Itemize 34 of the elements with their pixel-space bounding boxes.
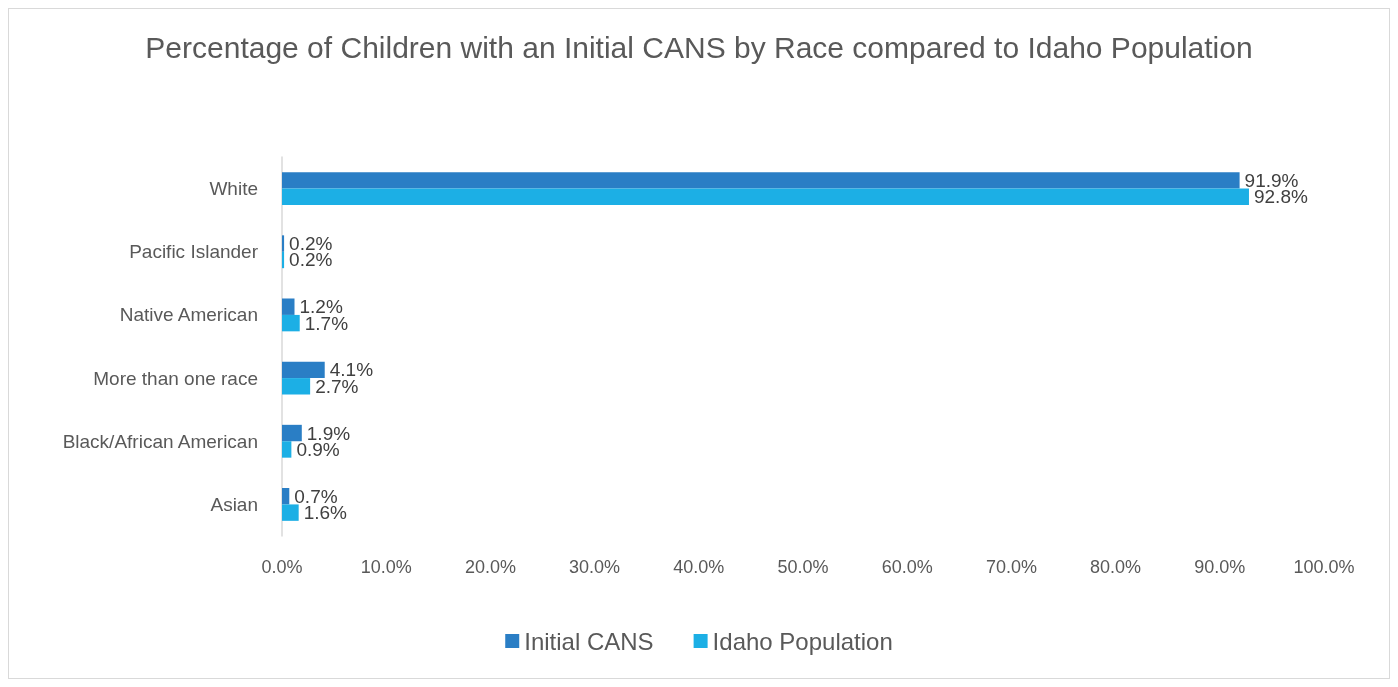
y-tick-label: Asian — [210, 493, 258, 515]
x-tick-label: 10.0% — [360, 557, 412, 577]
x-tick-label: 20.0% — [464, 557, 516, 577]
chart-title: Percentage of Children with an Initial CANS by Race compared to Idaho Population — [145, 30, 1253, 64]
x-tick-label: 60.0% — [881, 557, 933, 577]
bar — [282, 441, 292, 458]
y-tick-label: Native American — [119, 304, 258, 326]
x-tick-label: 80.0% — [1090, 557, 1142, 577]
bar — [282, 487, 290, 505]
x-tick-label: 40.0% — [673, 557, 725, 577]
bar — [282, 314, 300, 332]
y-tick-label: White — [209, 178, 258, 200]
x-tick-label: 90.0% — [1194, 557, 1246, 577]
bar — [282, 298, 295, 315]
bar — [282, 504, 299, 521]
y-tick-label: More than one race — [93, 367, 258, 389]
data-label: 0.2% — [289, 249, 333, 271]
y-tick-label: Pacific Islander — [129, 241, 259, 263]
legend-label: Idaho Population — [712, 627, 893, 655]
data-label: 1.9% — [306, 422, 351, 444]
x-tick-label: 50.0% — [777, 557, 829, 577]
x-tick-label: 100.0% — [1293, 557, 1355, 577]
y-tick-label: Black/African American — [62, 430, 258, 452]
bar — [282, 188, 1249, 206]
x-tick-label: 70.0% — [985, 557, 1037, 577]
bar — [282, 424, 302, 442]
bar — [282, 235, 285, 252]
bar — [282, 172, 1240, 189]
x-tick-label: 30.0% — [569, 557, 621, 577]
bar — [282, 361, 325, 379]
x-tick-label: 0.0% — [261, 557, 303, 577]
bar — [282, 378, 311, 395]
legend-label: Initial CANS — [524, 627, 654, 655]
bar — [282, 251, 285, 269]
